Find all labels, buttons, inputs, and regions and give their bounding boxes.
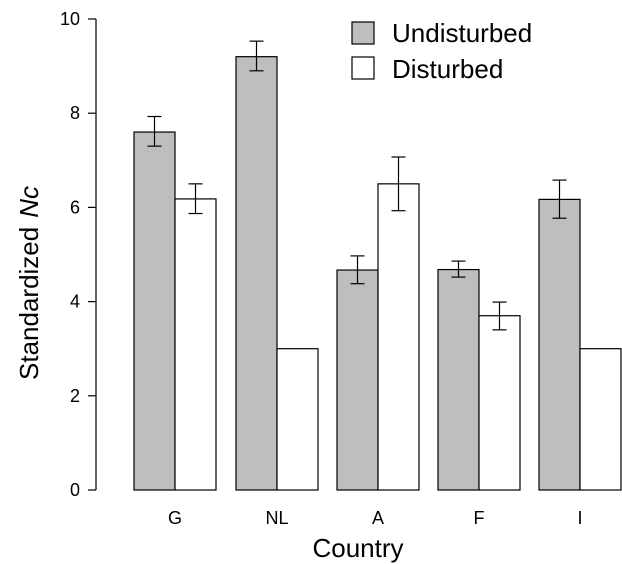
- x-tick-label: A: [372, 508, 384, 528]
- y-axis-title-italic: Nc: [14, 186, 44, 218]
- x-tick-label: NL: [265, 508, 288, 528]
- bar-undisturbed-g: [133, 131, 176, 491]
- error-bar: [552, 179, 567, 219]
- y-axis-title-prefix: Standardized: [14, 227, 44, 380]
- legend-swatch-undisturbed: [351, 21, 375, 45]
- x-tick-label: I: [577, 508, 582, 528]
- bar-undisturbed-nl: [235, 56, 278, 491]
- x-axis-title: Country: [312, 533, 403, 563]
- error-bars: [147, 40, 567, 331]
- legend: Undisturbed Disturbed: [351, 18, 532, 84]
- bar-disturbed-a: [377, 183, 420, 491]
- y-tick-label: 10: [60, 9, 80, 29]
- error-bar: [188, 183, 203, 215]
- error-bar: [249, 40, 264, 72]
- bar-disturbed-nl: [276, 348, 319, 491]
- x-tick-label: F: [474, 508, 485, 528]
- bar-undisturbed-f: [437, 268, 480, 491]
- bar-disturbed-g: [174, 198, 217, 491]
- y-tick-label: 4: [70, 292, 80, 312]
- error-bar: [147, 115, 162, 147]
- y-tick-label: 0: [70, 480, 80, 500]
- bars: [133, 56, 622, 491]
- x-tick-labels: G NL A F I: [168, 508, 583, 528]
- bar-disturbed-i: [579, 348, 622, 491]
- y-axis: 0 2 4 6 8 10: [60, 9, 97, 500]
- bar-disturbed-f: [478, 315, 521, 491]
- legend-label-undisturbed: Undisturbed: [392, 18, 532, 48]
- error-bar: [492, 301, 507, 331]
- y-tick-label: 2: [70, 386, 80, 406]
- x-tick-label: G: [168, 508, 182, 528]
- error-bar: [350, 255, 365, 285]
- y-axis-title: Standardized Nc: [14, 186, 44, 380]
- y-tick-label: 6: [70, 197, 80, 217]
- legend-swatch-disturbed: [351, 56, 375, 80]
- bar-undisturbed-a: [336, 269, 379, 491]
- legend-label-disturbed: Disturbed: [392, 54, 503, 84]
- error-bar: [391, 156, 406, 212]
- error-bar: [451, 260, 466, 278]
- y-tick-label: 8: [70, 103, 80, 123]
- bar-undisturbed-i: [538, 198, 581, 491]
